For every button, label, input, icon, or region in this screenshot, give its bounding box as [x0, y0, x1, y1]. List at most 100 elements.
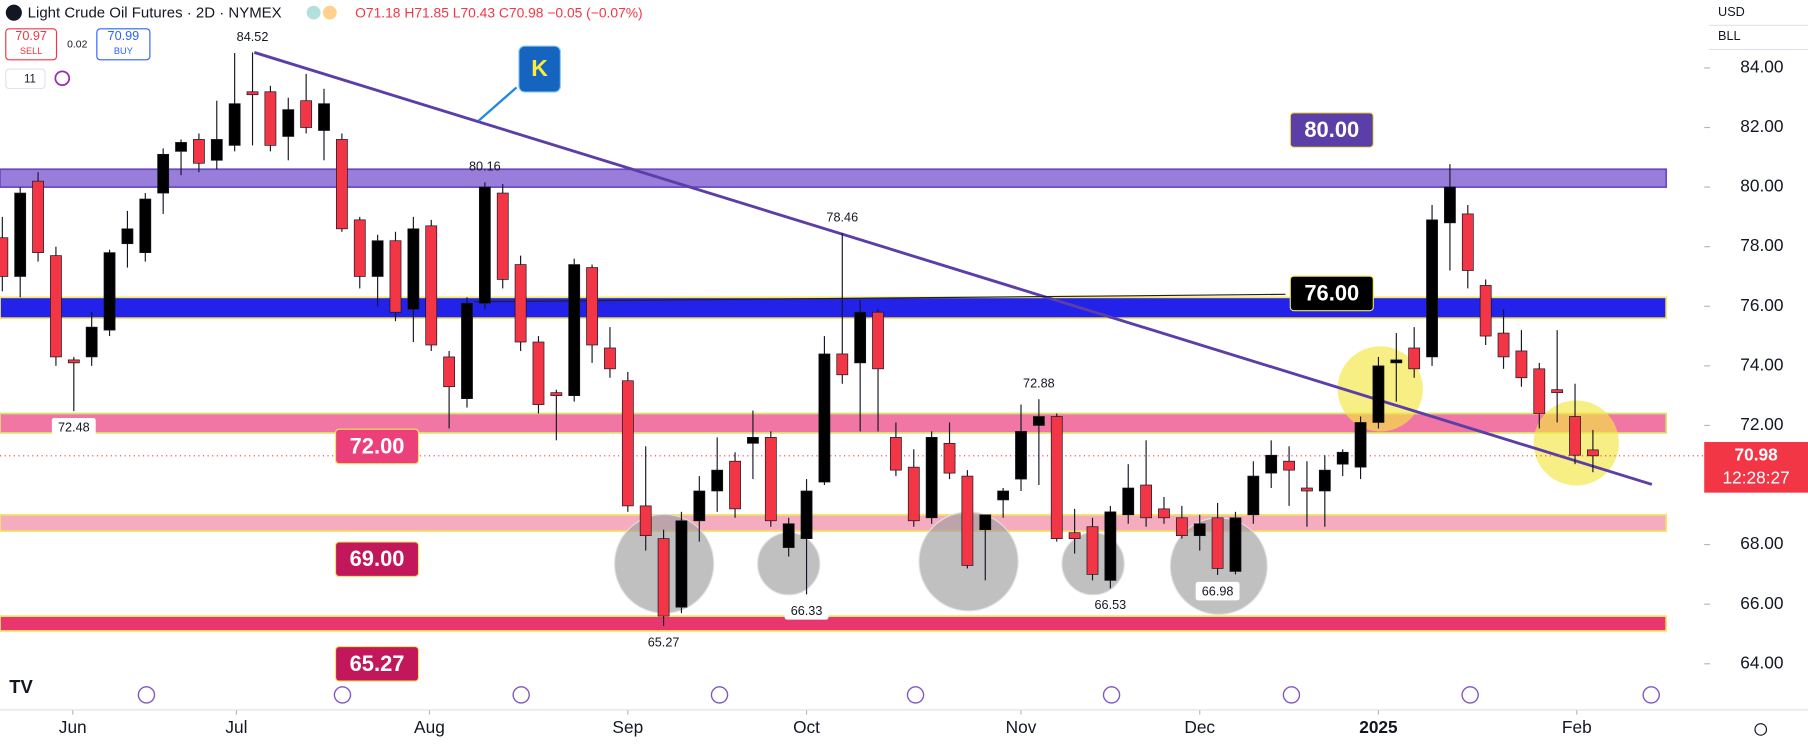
candle-body	[693, 490, 706, 522]
candle-body	[246, 91, 259, 96]
candle-body	[1569, 416, 1581, 456]
candle-body	[461, 302, 473, 399]
y-tick-label: 82.00	[1740, 116, 1783, 136]
candle-body	[50, 255, 62, 358]
zone-label-box	[334, 541, 420, 577]
event-icon[interactable]	[1461, 686, 1479, 704]
candle-body	[157, 153, 170, 194]
low-label: 65.27	[648, 636, 680, 650]
candle-body	[1336, 451, 1349, 465]
title: Light Crude Oil Futures · 2D · NYMEX	[28, 5, 282, 22]
candle-body	[550, 392, 563, 396]
candle-body	[353, 219, 366, 277]
candle-body	[1086, 526, 1099, 575]
candle-body	[335, 139, 348, 230]
candle-body	[1158, 508, 1170, 519]
candle-body	[747, 437, 759, 444]
x-tick-label: Oct	[793, 717, 820, 737]
candle-body	[1104, 511, 1117, 581]
y-tick-label: 78.00	[1740, 235, 1783, 255]
candle-body	[639, 505, 652, 537]
refresh-icon[interactable]	[54, 70, 71, 87]
sell-label: SELL	[20, 46, 43, 56]
countdown: 12:28:27	[1722, 467, 1789, 487]
last-price-box	[1704, 442, 1808, 493]
high-label: 84.52	[237, 30, 269, 44]
candle-body	[443, 356, 456, 388]
candle-body	[425, 225, 438, 346]
candle-body	[1515, 350, 1528, 379]
trend-line	[253, 51, 1653, 486]
candle-body	[1122, 487, 1135, 516]
candle-body	[1032, 416, 1045, 426]
candle-body	[1193, 523, 1206, 537]
x-tick-label: Aug	[414, 717, 445, 737]
candle-body	[1140, 484, 1152, 519]
candle-body	[121, 228, 134, 245]
candle-body	[1318, 469, 1331, 492]
low-label: 66.98	[1202, 585, 1234, 599]
indicator-box[interactable]	[5, 68, 46, 90]
candle-body	[1175, 517, 1188, 537]
candle-body	[925, 437, 938, 519]
y-tick-label: 66.00	[1740, 593, 1783, 613]
candles	[0, 52, 1599, 626]
settings-icon[interactable]	[1754, 723, 1768, 736]
candle-body	[0, 237, 9, 277]
candle-body	[175, 142, 187, 152]
candle-body	[139, 198, 152, 253]
candle-body	[407, 228, 420, 310]
y-tick-label: 64.00	[1740, 652, 1783, 672]
high-label: 78.46	[826, 210, 858, 224]
zone-label-box	[334, 646, 420, 682]
zone-label: 76.00	[1304, 280, 1359, 305]
candle-body	[1050, 416, 1063, 540]
zone-label: 65.27	[350, 651, 405, 676]
y-tick-label: 84.00	[1740, 57, 1783, 77]
event-icon[interactable]	[1102, 686, 1121, 704]
callout-box	[518, 45, 561, 93]
ohlc: O71.18 H71.85 L70.43 C70.98 −0.05 (−0.07…	[355, 4, 643, 20]
event-icon[interactable]	[333, 686, 352, 704]
candle-body	[1551, 389, 1564, 394]
candle-body	[300, 100, 313, 128]
candle-body	[586, 267, 598, 346]
candle-body	[371, 240, 384, 277]
event-icon[interactable]	[906, 686, 925, 704]
x-tick-label: 2025	[1359, 717, 1398, 737]
low-label: 66.53	[1095, 598, 1127, 612]
candle-body	[890, 437, 902, 471]
candle-body	[282, 109, 295, 137]
sell-button[interactable]	[5, 28, 58, 61]
candle-body	[836, 353, 849, 376]
callout-text: K	[531, 55, 548, 81]
event-icon[interactable]	[1282, 686, 1301, 704]
candle-body	[729, 460, 741, 510]
candle-body	[1533, 368, 1546, 414]
candle-body	[782, 523, 795, 548]
candle-body	[103, 252, 116, 331]
buy-price: 70.99	[108, 29, 140, 43]
sell-price: 70.97	[15, 29, 47, 43]
status-dot	[306, 5, 321, 20]
candle-body	[1247, 475, 1260, 516]
candle-body	[1354, 422, 1367, 468]
high-label: 80.16	[469, 160, 501, 174]
candle-body	[979, 514, 992, 531]
event-icon[interactable]	[710, 686, 729, 704]
candle-body	[1408, 347, 1421, 370]
event-icon[interactable]	[512, 686, 530, 704]
zone-label: 80.00	[1304, 117, 1359, 142]
y-tick-label: 72.00	[1740, 414, 1783, 434]
candle-body	[764, 437, 777, 522]
status-dot	[322, 5, 337, 20]
event-icon[interactable]	[1642, 686, 1660, 704]
event-icon[interactable]	[137, 686, 156, 704]
candle-body	[14, 192, 27, 277]
buy-button[interactable]	[96, 28, 151, 61]
callout-pointer	[477, 86, 518, 122]
symbol-icon	[5, 4, 22, 21]
candle-body	[854, 311, 867, 364]
candle-body	[532, 341, 545, 405]
y-tick-label: 74.00	[1740, 354, 1783, 374]
